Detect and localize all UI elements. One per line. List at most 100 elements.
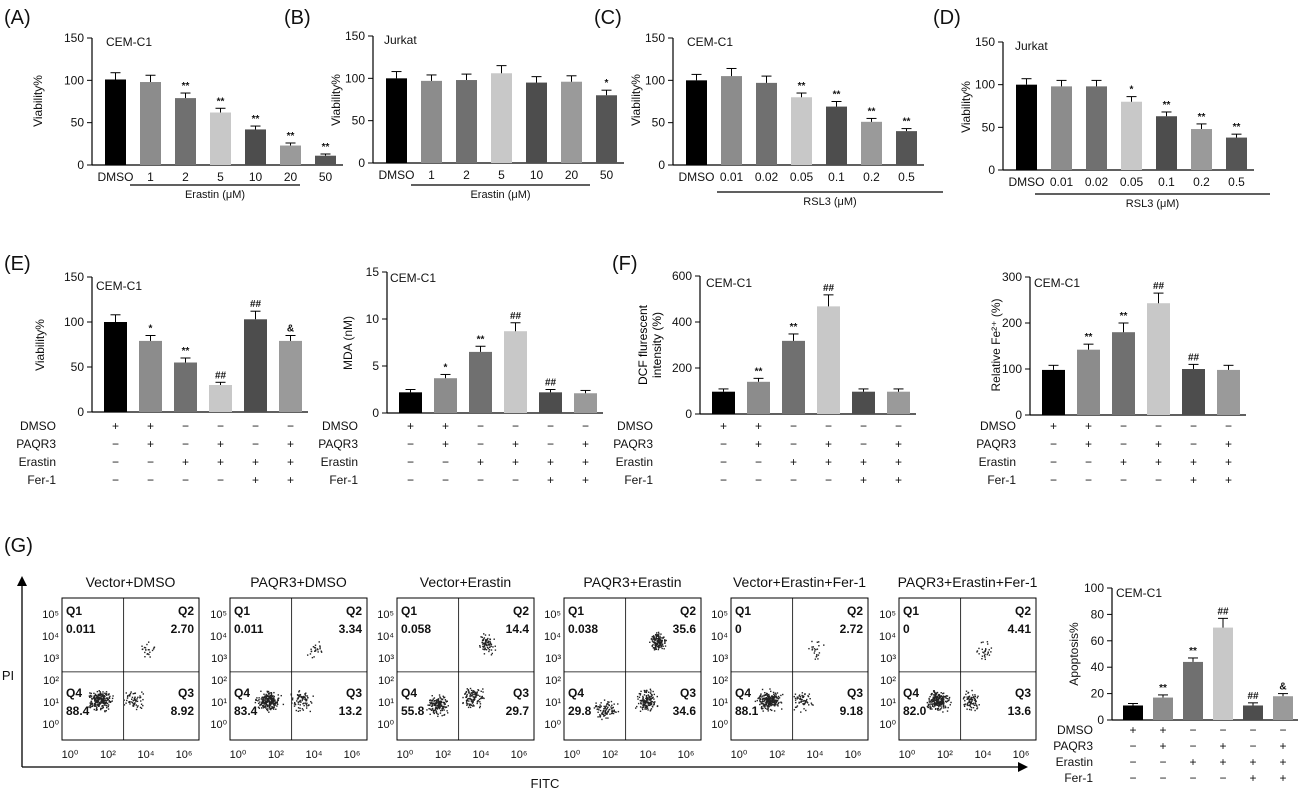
treatment-sign: − — [407, 437, 414, 451]
y-axis-label: Viability% — [33, 319, 47, 371]
flow-dot — [481, 697, 483, 699]
flow-dot — [310, 648, 312, 650]
flow-dot — [770, 696, 772, 699]
flow-dot — [148, 649, 150, 651]
treatment-sign: − — [182, 437, 189, 451]
flow-dot — [605, 717, 607, 719]
flow-dot — [106, 702, 109, 705]
flow-dot — [648, 691, 650, 693]
flow-dot — [776, 704, 779, 706]
flow-dot — [644, 701, 646, 704]
flow-dot — [815, 655, 818, 658]
flow-dot — [479, 646, 481, 648]
flow-dot — [488, 650, 490, 653]
flow-dot — [764, 704, 766, 706]
y-tick-label: 0 — [77, 158, 84, 172]
flow-dot — [640, 690, 642, 693]
flow-dot — [944, 705, 946, 707]
flow-dot — [984, 649, 987, 652]
flow-dot — [653, 646, 655, 649]
treatment-sign: + — [1279, 755, 1286, 769]
x-tick-label: 0.2 — [1193, 175, 1210, 189]
flow-dot — [984, 658, 986, 661]
flow-dot — [277, 697, 280, 700]
flow-dot — [298, 691, 300, 693]
flow-dot — [306, 695, 309, 697]
chart-cell-line-title: Jurkat — [1015, 39, 1048, 53]
flow-dot — [944, 695, 946, 698]
flow-dot — [103, 702, 105, 705]
flow-dot — [653, 637, 655, 640]
flow-dot — [484, 647, 486, 649]
flow-dot — [640, 703, 642, 705]
flow-dot — [607, 711, 610, 713]
flow-dot — [768, 693, 770, 696]
flow-dot — [639, 693, 642, 695]
flow-dot — [759, 701, 762, 703]
flow-dot — [435, 702, 438, 705]
bar — [712, 391, 735, 414]
y-tick-label: 50 — [652, 116, 666, 130]
flow-dot — [643, 694, 646, 696]
flow-dot — [299, 704, 301, 706]
flow-dot — [661, 647, 663, 650]
flow-dot — [105, 701, 108, 704]
bar — [210, 112, 231, 165]
treatment-row-label: PAQR3 — [976, 437, 1016, 451]
flow-dot — [651, 694, 653, 696]
quadrant-value-q4: 88.1 — [735, 704, 759, 718]
treatment-sign: + — [755, 419, 762, 433]
flow-plot-title: Vector+Erastin — [420, 574, 511, 590]
flow-dot — [651, 705, 654, 708]
flow-dot — [655, 635, 658, 638]
flow-dot — [466, 700, 468, 703]
bar — [280, 145, 301, 165]
flow-dot — [97, 696, 100, 698]
flow-dot — [94, 694, 96, 697]
flow-dot — [599, 716, 601, 718]
flow-dot — [299, 693, 302, 696]
treatment-sign: + — [112, 419, 119, 433]
flow-plot-frame — [563, 597, 702, 741]
flow-dot — [93, 692, 95, 695]
quadrant-label-q4: Q4 — [903, 686, 919, 700]
flow-dot — [314, 647, 317, 649]
flow-dot — [611, 709, 613, 711]
flow-dot — [656, 695, 658, 698]
significance-mark: ** — [287, 131, 295, 142]
flow-dot — [272, 698, 275, 701]
significance-mark: * — [1130, 85, 1134, 96]
flow-dot — [123, 699, 125, 701]
quadrant-label-q4: Q4 — [735, 686, 751, 700]
flow-dot — [948, 696, 951, 699]
flow-dot — [142, 698, 144, 701]
flow-dot — [944, 700, 947, 703]
flow-dot — [275, 708, 277, 710]
quadrant-label-q3: Q3 — [178, 686, 194, 700]
flow-dot — [487, 637, 489, 640]
treatment-row-label: Fer-1 — [987, 473, 1016, 487]
flow-dot — [615, 711, 617, 713]
treatment-sign: − — [1050, 437, 1057, 451]
flow-dot — [770, 698, 772, 700]
x-tick-label: 10 — [249, 170, 263, 184]
treatment-sign: − — [1129, 771, 1136, 785]
flow-dot — [977, 695, 979, 697]
flow-dot — [772, 701, 775, 704]
treatment-sign: − — [217, 419, 224, 433]
flow-dot — [942, 695, 944, 698]
flow-dot — [148, 653, 150, 656]
flow-dot — [651, 697, 654, 699]
flow-dot — [128, 694, 130, 696]
flow-dot — [766, 693, 768, 695]
flow-dot — [659, 635, 661, 638]
bar — [791, 97, 812, 165]
x-tick-label: 0.5 — [898, 170, 915, 184]
flow-dots — [754, 640, 825, 713]
treatment-sign: − — [1085, 455, 1092, 469]
flow-dot — [266, 709, 269, 712]
flow-dot — [261, 696, 264, 698]
